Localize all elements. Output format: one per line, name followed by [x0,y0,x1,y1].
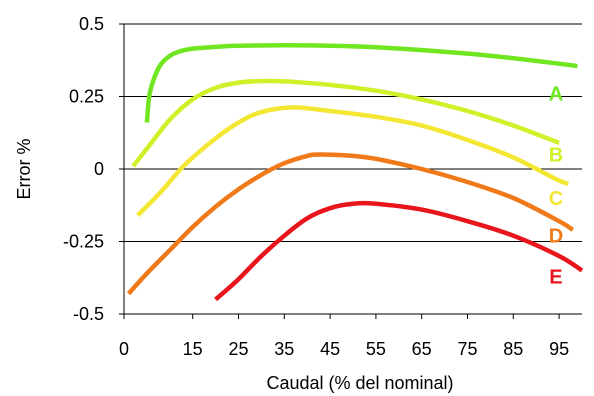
series-lines [126,42,584,302]
series-label-e: E [549,266,562,288]
series-line-d [126,152,575,296]
x-tick-label: 85 [503,339,523,359]
series-line-a [144,42,578,123]
ticks: 0.5 0.25 0 -0.25 -0.5 0 15 25 35 45 55 65 75 85 95 [63,14,569,359]
y-tick-label: -0.25 [63,232,104,252]
x-tick-label: 45 [320,339,340,359]
x-tick-label: 35 [274,339,294,359]
x-tick-label: 95 [549,339,569,359]
series-label-a: A [549,84,563,106]
series-line-c [136,105,569,217]
x-tick-label: 15 [183,339,203,359]
series-line-e [214,200,584,302]
x-tick-label: 65 [412,339,432,359]
x-tick-label: 75 [457,339,477,359]
x-tick-label: 0 [119,339,129,359]
x-tick-label: 55 [366,339,386,359]
series-label-c: C [549,188,563,210]
y-axis-title: Error % [14,138,34,199]
series-line-b [131,78,560,168]
y-tick-label: 0.25 [69,87,104,107]
series-label-b: B [549,145,563,167]
y-tick-label: -0.5 [73,304,104,324]
y-tick-label: 0 [94,159,104,179]
y-tick-label: 0.5 [79,14,104,34]
series-label-d: D [549,226,563,248]
x-axis-title: Caudal (% del nominal) [266,373,453,393]
x-tick-label: 25 [228,339,248,359]
